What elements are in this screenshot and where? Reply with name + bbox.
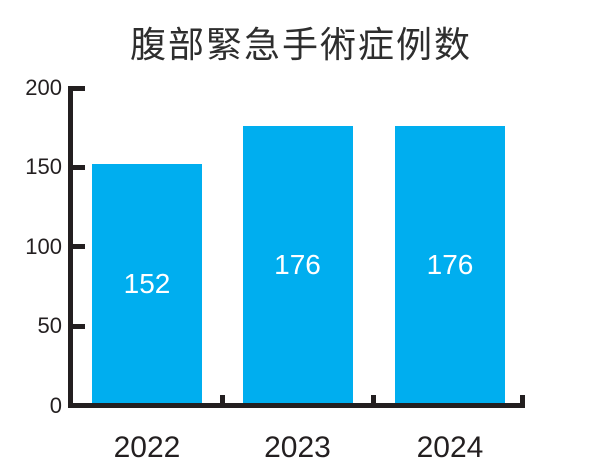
y-axis-line: [68, 86, 73, 408]
x-tick-label: 2022: [113, 431, 181, 464]
y-tick-label: 50: [37, 313, 62, 339]
x-axis-tick: [219, 395, 225, 403]
x-axis-end-tick: [520, 395, 525, 408]
bar-2022: 152: [92, 164, 202, 403]
y-tick-label: 200: [25, 75, 62, 100]
x-axis-tick: [371, 395, 377, 403]
bar-2023: 176: [242, 126, 353, 403]
y-tick-label: 0: [49, 392, 62, 418]
bar-value-label: 152: [123, 267, 171, 299]
y-axis-tick: [73, 164, 85, 170]
y-axis-tick: [73, 244, 85, 250]
y-tick-label: 100: [25, 233, 62, 259]
y-axis-tick: [73, 323, 85, 329]
bar-value-label: 176: [274, 248, 321, 280]
x-tick-label: 2023: [264, 431, 331, 464]
y-tick-label: 150: [25, 154, 62, 180]
bar-2024: 176: [395, 126, 505, 403]
x-axis-line: [68, 403, 525, 408]
bar-value-label: 176: [426, 248, 474, 280]
chart-title: 腹部緊急手術症例数: [129, 24, 472, 65]
x-tick-label: 2024: [416, 431, 484, 464]
y-axis-top-tick: [68, 86, 85, 91]
